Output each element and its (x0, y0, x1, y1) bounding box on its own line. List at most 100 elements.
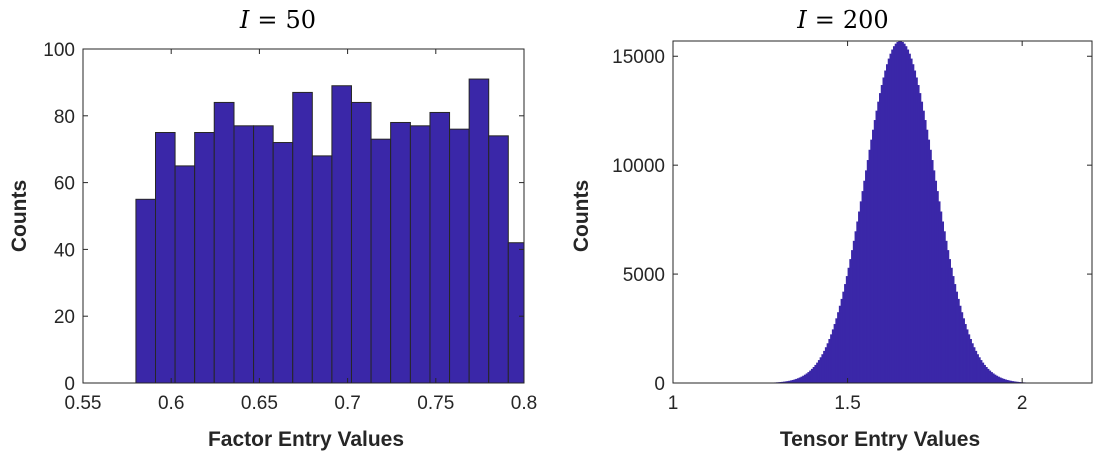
factor-x-tick-label: 0.7 (334, 393, 360, 414)
histogram-tensor-entries: I = 200 1 1.5 2 0 5000 10000 15000 Tensor Entry … (570, 6, 1093, 451)
histogram-bar (796, 378, 800, 383)
ticks-tensor: 1 1.5 2 0 5000 10000 15000 (612, 41, 1092, 414)
histogram-bar (1004, 379, 1007, 383)
histogram-factor-entries: I = 50 0.55 0.6 0.65 0.7 0.75 0.8 0 20 40 60 80 100 F… (8, 6, 537, 451)
histogram-bar (872, 129, 875, 383)
histogram-bar (824, 347, 828, 383)
histogram-bar (929, 149, 932, 383)
tensor-y-tick-label: 15000 (612, 47, 665, 68)
histogram-bar (449, 128, 470, 384)
tensor-y-tick-label: 10000 (612, 156, 665, 177)
histogram-bar (948, 259, 951, 383)
histogram-bar (931, 160, 934, 383)
histogram-bar (988, 370, 992, 383)
histogram-bar (859, 201, 862, 383)
bars-tensor (765, 41, 1035, 384)
histogram-bar (905, 46, 908, 383)
histogram-bar (917, 85, 920, 383)
factor-x-tick-label: 0.8 (511, 393, 537, 414)
histogram-bar (926, 129, 929, 383)
histogram-bar (868, 149, 871, 383)
histogram-bar (961, 312, 964, 383)
histogram-bar (847, 267, 850, 383)
histogram-bar (884, 70, 887, 383)
histogram-bar (880, 85, 883, 383)
histogram-bar (976, 354, 979, 383)
histogram-bar (975, 350, 978, 383)
histogram-bar (1009, 380, 1013, 383)
histogram-bar (782, 381, 786, 383)
histogram-bar (837, 312, 840, 383)
histogram-bar (812, 367, 815, 383)
histogram-bar (943, 231, 946, 383)
histogram-bar (331, 85, 352, 384)
histogram-bar (866, 160, 869, 383)
histogram-bar (1015, 381, 1018, 383)
histogram-bar (1001, 378, 1004, 383)
histogram-bar (906, 49, 910, 384)
histogram-bar (390, 121, 411, 384)
axes-box-tensor (672, 40, 1093, 384)
histogram-bar (987, 368, 990, 383)
histogram-bar (922, 110, 925, 384)
histogram-bar (507, 242, 525, 384)
histogram-bar (830, 334, 833, 383)
histogram-bar (962, 318, 965, 383)
histogram-bar (933, 170, 936, 383)
histogram-bar (999, 377, 1002, 383)
histogram-bar (885, 64, 889, 383)
x-axis-label-tensor: Tensor Entry Values (780, 428, 980, 451)
histogram-bar (350, 101, 372, 384)
histogram-bar (896, 41, 899, 384)
ticks-factor: 0.55 0.6 0.65 0.7 0.75 0.8 0 20 40 60 80 100 (43, 40, 537, 414)
histogram-bar (1008, 380, 1011, 383)
histogram-bar (854, 231, 857, 383)
histogram-bar (985, 367, 988, 383)
histogram-bar (788, 380, 791, 383)
histogram-bar (863, 180, 866, 383)
histogram-bar (800, 376, 803, 383)
histogram-bar (781, 381, 784, 383)
factor-x-tick-label: 0.65 (241, 393, 278, 414)
histogram-bar (973, 347, 976, 383)
histogram-bar (983, 364, 986, 383)
histogram-bar (947, 250, 950, 383)
histogram-bar (920, 101, 924, 384)
factor-y-tick-label: 80 (54, 107, 75, 128)
histogram-bar (940, 211, 943, 383)
histogram-bar (889, 53, 892, 384)
histogram-bar (1011, 381, 1014, 383)
histogram-bar (253, 125, 274, 384)
factor-x-tick-label: 0.75 (417, 393, 454, 414)
histogram-bar (879, 93, 882, 383)
histogram-bar (838, 305, 841, 383)
histogram-bar (894, 43, 897, 383)
histogram-bar (1006, 379, 1009, 383)
histogram-bar (887, 58, 890, 384)
histogram-bar (892, 46, 896, 383)
histogram-bar (924, 120, 927, 384)
histogram-bar (488, 135, 509, 384)
histogram-bar (877, 101, 880, 384)
histogram-bar (919, 93, 922, 383)
tensor-x-tick-label: 1.5 (834, 393, 860, 414)
histogram-bar (429, 111, 451, 384)
axes-box-factor (82, 48, 525, 384)
histogram-bar (213, 101, 235, 384)
histogram-bar (957, 298, 960, 383)
histogram-bar (795, 378, 798, 383)
histogram-bar (971, 343, 974, 383)
histogram-bar (802, 375, 805, 383)
histogram-bar (814, 364, 817, 383)
histogram-bar (844, 284, 847, 383)
histogram-bar (791, 379, 794, 383)
histogram-bar (817, 360, 821, 383)
histogram-bar (934, 180, 938, 383)
histogram-bar (865, 170, 868, 383)
histogram-bar (1013, 381, 1016, 383)
factor-y-tick-label: 40 (54, 240, 75, 261)
histogram-bar (915, 77, 918, 383)
tensor-y-tick-label: 5000 (623, 265, 665, 286)
factor-x-tick-label: 0.6 (158, 393, 184, 414)
